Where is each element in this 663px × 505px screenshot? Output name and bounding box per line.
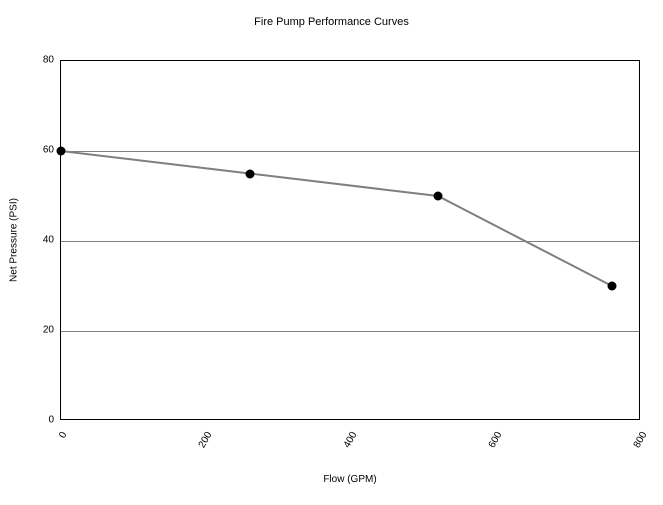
x-tick-label: 0 xyxy=(40,430,70,470)
y-tick-label: 20 xyxy=(24,325,54,336)
data-point xyxy=(434,192,443,201)
gridline-y xyxy=(61,241,639,242)
y-axis-title: Net Pressure (PSI) xyxy=(9,198,20,282)
chart-root: Fire Pump Performance Curves 0 20 40 60 80 0… xyxy=(0,0,663,505)
y-tick-label: 0 xyxy=(24,415,54,426)
x-axis-title: Flow (GPM) xyxy=(323,474,376,485)
plot-area xyxy=(60,60,640,420)
x-tick-label: 600 xyxy=(475,430,505,470)
y-tick-label: 60 xyxy=(24,145,54,156)
y-tick-label: 40 xyxy=(24,235,54,246)
x-tick-label: 800 xyxy=(620,430,650,470)
y-tick-label: 80 xyxy=(24,55,54,66)
gridline-y xyxy=(61,331,639,332)
series-polyline xyxy=(61,151,612,286)
x-tick-label: 400 xyxy=(330,430,360,470)
chart-title: Fire Pump Performance Curves xyxy=(0,16,663,28)
data-point xyxy=(245,169,254,178)
x-tick-label: 200 xyxy=(185,430,215,470)
gridline-y xyxy=(61,151,639,152)
data-point xyxy=(608,282,617,291)
data-point xyxy=(57,147,66,156)
